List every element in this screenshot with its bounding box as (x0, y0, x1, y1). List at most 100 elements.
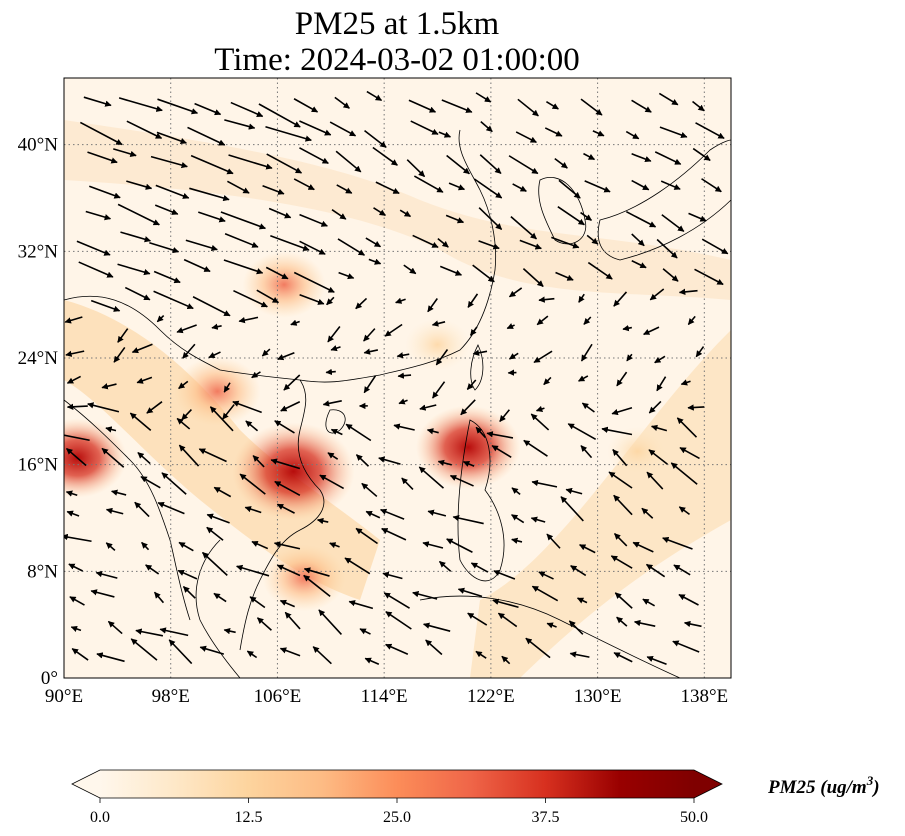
wind-arrow (156, 131, 187, 145)
wind-arrow (213, 486, 232, 498)
wind-arrow (584, 180, 611, 193)
wind-arrow (625, 130, 640, 140)
wind-arrow (338, 271, 355, 280)
wind-arrow (190, 154, 234, 175)
wind-arrow (467, 612, 488, 626)
colorbar-tick-label: 25.0 (383, 809, 411, 826)
wind-arrow (344, 557, 371, 575)
wind-arrow (89, 185, 121, 199)
wind-arrow (251, 540, 269, 550)
wind-arrow (658, 92, 679, 106)
wind-arrow (560, 496, 584, 522)
wind-arrow (198, 211, 226, 223)
wind-arrow (378, 456, 401, 465)
wind-arrow (318, 609, 343, 636)
wind-arrow (654, 151, 682, 165)
wind-arrow (329, 542, 340, 549)
wind-arrow (157, 98, 199, 115)
wind-arrow (223, 627, 236, 635)
colorbar-tick-label: 12.5 (235, 809, 263, 826)
wind-arrow (244, 506, 262, 514)
wind-arrow (192, 296, 231, 317)
wind-arrow (466, 379, 477, 390)
wind-arrow (66, 403, 88, 411)
wind-arrow (208, 351, 221, 359)
lon-label: 114°E (361, 686, 408, 707)
wind-arrow (519, 239, 542, 250)
wind-arrow (90, 589, 115, 598)
wind-arrow (117, 203, 160, 226)
wind-arrow (85, 210, 112, 221)
wind-arrow (626, 353, 633, 362)
wind-arrow (586, 234, 599, 245)
wind-arrow (678, 593, 699, 606)
wind-arrow (382, 571, 403, 580)
wind-arrow (129, 412, 152, 432)
wind-arrow (380, 508, 405, 520)
wind-arrow (368, 258, 382, 265)
wind-arrow (105, 426, 117, 433)
wind-arrow (187, 126, 226, 146)
wind-arrow (299, 294, 325, 305)
wind-arrow (413, 175, 444, 193)
wind-arrow (372, 146, 398, 166)
wind-arrow (649, 288, 665, 301)
wind-arrow (284, 611, 301, 630)
hotspot-0 (232, 422, 355, 521)
wind-arrow (581, 402, 595, 413)
wind-arrow (648, 449, 668, 465)
wind-arrow (661, 214, 685, 232)
wind-arrow (633, 619, 656, 627)
wind-arrow (279, 599, 295, 608)
wind-arrow (64, 431, 90, 442)
wind-arrow (355, 297, 368, 310)
wind-arrow (274, 420, 295, 434)
wind-arrow (322, 400, 342, 407)
wind-arrow (475, 650, 487, 659)
coastline-malay (195, 539, 241, 678)
wind-arrow (486, 431, 514, 439)
wind-arrow (337, 238, 365, 256)
wind-arrow (161, 472, 187, 495)
wind-arrow (511, 514, 525, 524)
wind-arrow (555, 271, 574, 281)
wind-arrow (648, 400, 662, 414)
wind-arrow (228, 154, 273, 170)
wind-arrow (438, 131, 452, 138)
wind-arrow (538, 296, 555, 303)
wind-arrow (274, 480, 301, 496)
wind-arrow (199, 645, 225, 655)
wind-arrow (662, 536, 693, 550)
wind-arrow (616, 371, 628, 387)
wind-arrow (155, 184, 190, 199)
wind-arrow (656, 238, 678, 259)
wind-arrow (178, 444, 200, 467)
wind-arrow (96, 652, 125, 663)
wind-arrow (426, 428, 439, 435)
wind-arrow (515, 131, 537, 144)
wind-arrow (625, 211, 657, 228)
lat-label: 40°N (18, 135, 59, 156)
wind-arrow (511, 537, 523, 544)
wind-arrow (145, 564, 160, 575)
wind-arrow (480, 120, 493, 133)
wind-arrow (256, 289, 280, 304)
wind-arrow (156, 314, 165, 323)
coastline-taiwan (470, 344, 484, 391)
wind-arrow (361, 482, 378, 498)
wind-arrow (149, 241, 180, 254)
wind-arrow (427, 509, 447, 517)
wind-arrow (687, 315, 696, 326)
wind-arrow (641, 507, 654, 519)
wind-arrow (478, 207, 503, 231)
wind-arrow (510, 216, 537, 240)
wind-arrow (365, 510, 381, 519)
wind-arrow (673, 564, 691, 576)
wind-arrow (303, 567, 330, 577)
wind-arrow (408, 99, 437, 113)
wind-arrow (546, 622, 557, 629)
wind-arrow (226, 180, 250, 194)
wind-arrow (359, 628, 371, 635)
wind-arrow (71, 648, 89, 661)
